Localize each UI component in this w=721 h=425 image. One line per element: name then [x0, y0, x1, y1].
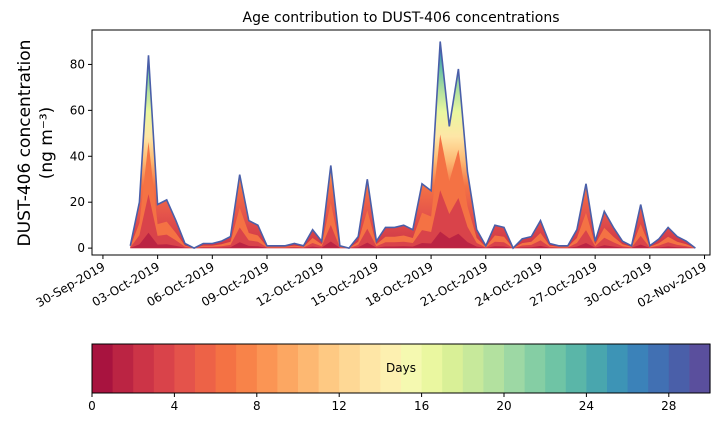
colorbar-segment-9: [277, 344, 299, 393]
colorbar-tick-label-16: 16: [414, 399, 429, 413]
colorbar-segment-8: [256, 344, 278, 393]
colorbar-segment-15: [401, 344, 423, 393]
y-tick-label-40: 40: [70, 149, 85, 163]
colorbar-tick-label-20: 20: [496, 399, 511, 413]
colorbar-tick-label-12: 12: [332, 399, 347, 413]
x-ticks: 30-Sep-201903-Oct-201906-Oct-201909-Oct-…: [34, 255, 709, 310]
colorbar-segment-6: [215, 344, 237, 393]
colorbar-tick-label-24: 24: [579, 399, 594, 413]
y-axis-label: DUST-406 concentration (ng m⁻³): [15, 40, 57, 247]
colorbar-segment-21: [524, 344, 546, 393]
area-band-2: [130, 190, 696, 249]
colorbar-label: Days: [386, 361, 416, 375]
y-tick-label-20: 20: [70, 195, 85, 209]
colorbar-segment-11: [318, 344, 340, 393]
colorbar-tick-label-4: 4: [171, 399, 179, 413]
stacked-areas: [129, 41, 696, 250]
colorbar-segment-5: [195, 344, 217, 393]
colorbar-segment-17: [442, 344, 464, 393]
colorbar-frame: [91, 343, 711, 394]
area-band-1: [130, 134, 696, 249]
colorbar-segment-4: [174, 344, 196, 393]
colorbar-segment-24: [586, 344, 608, 393]
y-axis-label-line1: DUST-406 concentration: [15, 40, 35, 247]
colorbar-segment-26: [627, 344, 649, 393]
colorbar-segment-10: [298, 344, 320, 393]
colorbar-segment-13: [359, 344, 381, 393]
colorbar-segment-12: [339, 344, 361, 393]
colorbar-segment-23: [565, 344, 587, 393]
colorbar-segment-7: [236, 344, 258, 393]
colorbar-segment-3: [153, 344, 175, 393]
colorbar-segment-20: [504, 344, 526, 393]
plot-frame: [91, 29, 711, 256]
colorbar: 0 4 8 12 16 20 24 28: [88, 343, 711, 413]
y-tick-label-80: 80: [70, 57, 85, 71]
y-ticks: 0 20 40 60 80: [70, 57, 92, 255]
colorbar-segment-29: [689, 344, 711, 393]
colorbar-segment-22: [545, 344, 567, 393]
y-axis-label-line2: (ng m⁻³): [37, 107, 57, 180]
colorbar-segment-16: [421, 344, 443, 393]
colorbar-segment-18: [462, 344, 484, 393]
area-band-0: [130, 41, 696, 249]
colorbar-tick-label-8: 8: [253, 399, 261, 413]
colorbar-tick-label-0: 0: [88, 399, 96, 413]
colorbar-tick-label-28: 28: [661, 399, 676, 413]
colorbar-segment-25: [607, 344, 629, 393]
colorbar-segment-2: [133, 344, 155, 393]
y-tick-label-0: 0: [77, 241, 85, 255]
colorbar-segment-1: [112, 344, 134, 393]
chart-title: Age contribution to DUST-406 concentrati…: [243, 10, 560, 26]
total-outline: [129, 41, 696, 250]
colorbar-segment-27: [648, 344, 670, 393]
colorbar-segment-28: [668, 344, 690, 393]
y-tick-label-60: 60: [70, 103, 85, 117]
area-band-3: [130, 231, 696, 249]
colorbar-segment-19: [483, 344, 505, 393]
colorbar-segment-14: [380, 344, 402, 393]
colorbar-segment-0: [92, 344, 114, 393]
